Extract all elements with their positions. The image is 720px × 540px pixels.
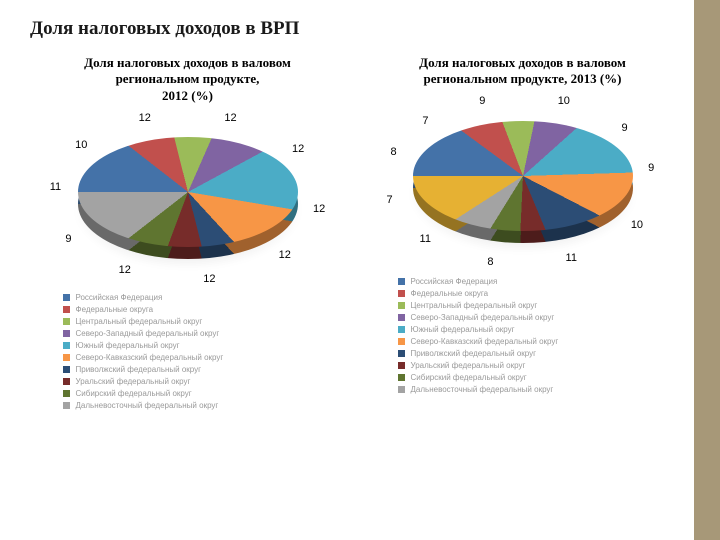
- legend-swatch: [63, 390, 70, 397]
- legend-label: Дальневосточный федеральный округ: [76, 402, 219, 410]
- legend-item: Уральский федеральный округ: [398, 362, 648, 370]
- legend-swatch: [398, 350, 405, 357]
- pie-data-label: 11: [420, 233, 431, 245]
- chart-right: Доля налоговых доходов в валовом региона…: [355, 55, 690, 410]
- legend-item: Северо-Западный федеральный округ: [63, 330, 313, 338]
- chart-left: Доля налоговых доходов в валовом региона…: [20, 55, 355, 410]
- legend-swatch: [63, 306, 70, 313]
- legend-right: Российская Федерация Федеральные округа Це…: [398, 278, 648, 394]
- pie-data-label: 12: [292, 143, 304, 155]
- legend-item: Дальневосточный федеральный округ: [63, 402, 313, 410]
- legend-item: Уральский федеральный округ: [63, 378, 313, 386]
- decor-side-band: [694, 0, 720, 540]
- legend-item: Федеральные округа: [63, 306, 313, 314]
- chart-left-title: Доля налоговых доходов в валовом региона…: [84, 55, 291, 104]
- pie-data-label: 12: [313, 203, 325, 215]
- legend-label: Приволжский федеральный округ: [76, 366, 202, 374]
- legend-item: Российская Федерация: [63, 294, 313, 302]
- legend-swatch: [63, 330, 70, 337]
- legend-item: Северо-Кавказский федеральный округ: [63, 354, 313, 362]
- legend-swatch: [63, 354, 70, 361]
- legend-label: Северо-Кавказский федеральный округ: [76, 354, 224, 362]
- legend-label: Федеральные округа: [411, 290, 489, 298]
- pie3d-right: 109910118117879: [413, 121, 633, 243]
- pie-top: [413, 121, 633, 231]
- legend-swatch: [398, 290, 405, 297]
- legend-label: Дальневосточный федеральный округ: [411, 386, 554, 394]
- legend-label: Уральский федеральный округ: [411, 362, 526, 370]
- legend-item: Федеральные округа: [398, 290, 648, 298]
- legend-label: Южный федеральный округ: [411, 326, 515, 334]
- pie-data-label: 10: [558, 95, 570, 107]
- pie-top: [78, 137, 298, 247]
- legend-left: Российская Федерация Федеральные округа Це…: [63, 294, 313, 410]
- pie-data-label: 11: [566, 252, 577, 264]
- legend-item: Центральный федеральный округ: [63, 318, 313, 326]
- legend-swatch: [398, 326, 405, 333]
- legend-label: Российская Федерация: [411, 278, 498, 286]
- pie-data-label: 8: [390, 146, 396, 158]
- legend-label: Сибирский федеральный округ: [76, 390, 192, 398]
- legend-swatch: [63, 294, 70, 301]
- pie-data-label: 11: [50, 181, 61, 193]
- pie-data-label: 8: [487, 256, 493, 268]
- legend-swatch: [398, 386, 405, 393]
- pie-data-label: 12: [139, 112, 151, 124]
- legend-label: Уральский федеральный округ: [76, 378, 191, 386]
- legend-item: Центральный федеральный округ: [398, 302, 648, 310]
- pie-data-label: 9: [648, 162, 654, 174]
- legend-label: Северо-Западный федеральный округ: [411, 314, 555, 322]
- legend-label: Сибирский федеральный округ: [411, 374, 527, 382]
- legend-item: Южный федеральный округ: [398, 326, 648, 334]
- pie-data-label: 10: [75, 139, 87, 151]
- legend-label: Центральный федеральный округ: [411, 302, 538, 310]
- pie-data-label: 7: [422, 115, 428, 127]
- legend-swatch: [63, 402, 70, 409]
- legend-swatch: [63, 342, 70, 349]
- legend-label: Северо-Кавказский федеральный округ: [411, 338, 559, 346]
- legend-label: Федеральные округа: [76, 306, 154, 314]
- legend-swatch: [398, 374, 405, 381]
- legend-swatch: [398, 302, 405, 309]
- legend-label: Южный федеральный округ: [76, 342, 180, 350]
- legend-item: Северо-Западный федеральный округ: [398, 314, 648, 322]
- legend-label: Российская Федерация: [76, 294, 163, 302]
- legend-item: Приволжский федеральный округ: [63, 366, 313, 374]
- legend-item: Российская Федерация: [398, 278, 648, 286]
- legend-swatch: [398, 278, 405, 285]
- legend-item: Сибирский федеральный округ: [63, 390, 313, 398]
- legend-swatch: [398, 314, 405, 321]
- chart-right-pie: 109910118117879: [393, 92, 653, 272]
- pie-data-label: 9: [479, 95, 485, 107]
- pie-data-label: 9: [622, 122, 628, 134]
- chart-right-title: Доля налоговых доходов в валовом региона…: [419, 55, 626, 88]
- charts-row: Доля налоговых доходов в валовом региона…: [20, 55, 690, 410]
- legend-item: Сибирский федеральный округ: [398, 374, 648, 382]
- pie-data-label: 12: [279, 249, 291, 261]
- legend-label: Северо-Западный федеральный округ: [76, 330, 220, 338]
- legend-item: Южный федеральный округ: [63, 342, 313, 350]
- pie-data-label: 7: [387, 194, 393, 206]
- legend-swatch: [398, 362, 405, 369]
- pie3d-left: 1212121212129111012: [78, 137, 298, 259]
- legend-item: Северо-Кавказский федеральный округ: [398, 338, 648, 346]
- pie-data-label: 12: [224, 112, 236, 124]
- legend-swatch: [63, 318, 70, 325]
- legend-swatch: [398, 338, 405, 345]
- legend-swatch: [63, 366, 70, 373]
- legend-swatch: [63, 378, 70, 385]
- legend-item: Дальневосточный федеральный округ: [398, 386, 648, 394]
- legend-label: Приволжский федеральный округ: [411, 350, 537, 358]
- chart-left-pie: 1212121212129111012: [58, 108, 318, 288]
- pie-data-label: 10: [631, 219, 643, 231]
- page-title: Доля налоговых доходов в ВРП: [30, 18, 299, 40]
- pie-data-label: 9: [65, 233, 71, 245]
- pie-data-label: 12: [119, 264, 131, 276]
- legend-item: Приволжский федеральный округ: [398, 350, 648, 358]
- pie-data-label: 12: [203, 273, 215, 285]
- legend-label: Центральный федеральный округ: [76, 318, 203, 326]
